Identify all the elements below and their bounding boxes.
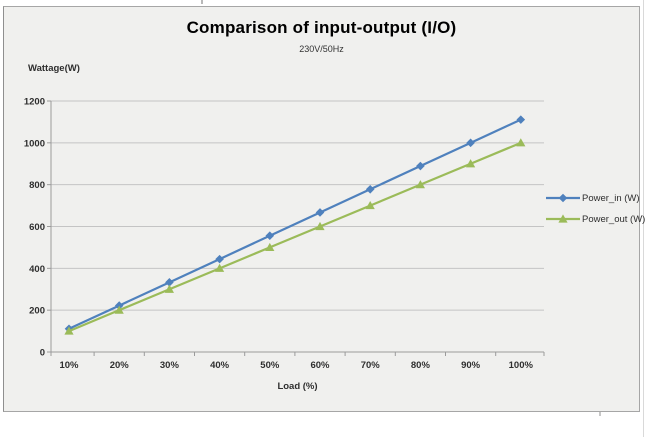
line-diamond-marker-icon: [546, 193, 580, 203]
y-tick-label: 200: [29, 306, 45, 317]
data-point-marker: [164, 284, 174, 293]
data-point-marker: [64, 326, 74, 335]
line-triangle-marker-icon: [546, 214, 580, 223]
data-point-marker: [516, 138, 526, 147]
data-point-marker: [558, 214, 568, 223]
data-point-marker: [215, 263, 225, 272]
x-tick-label: 70%: [361, 360, 381, 371]
data-point-marker: [165, 278, 174, 287]
data-point-marker: [265, 242, 275, 252]
data-point-marker: [365, 184, 375, 194]
x-tick-label: 100%: [509, 360, 534, 371]
data-point-marker: [114, 301, 124, 310]
chart-frame[interactable]: 0 200 400 600 800 1000 1200 10% 20% 30% 40% 50% 60% 7…: [3, 6, 645, 412]
data-point-marker: [516, 115, 526, 124]
data-point-marker: [315, 208, 325, 217]
sheet-gridline: [201, 0, 203, 4]
y-tick-label: 0: [40, 348, 45, 359]
y-tick-label: 1200: [24, 97, 45, 108]
y-tick-label: 600: [29, 222, 45, 233]
legend-item-power-in[interactable]: Power_in (W): [545, 192, 645, 204]
y-tick-label: 1000: [24, 138, 45, 149]
x-tick-label: 30%: [160, 360, 180, 371]
chart-subtitle: 230V/50Hz: [299, 44, 344, 54]
chart-title: Comparison of input-output (I/O): [186, 18, 457, 37]
data-point-marker: [114, 305, 124, 314]
legend-label: Power_out (W): [582, 213, 646, 225]
data-point-marker: [415, 180, 425, 189]
series-line: [68, 118, 522, 330]
data-point-marker: [315, 221, 325, 231]
y-axis-title: Wattage(W): [28, 63, 80, 74]
x-tick-label: 80%: [411, 360, 431, 371]
sheet-gridline: [599, 411, 601, 416]
x-tick-label: 90%: [461, 360, 481, 371]
data-point-marker: [265, 231, 275, 241]
x-tick-label: 10%: [59, 360, 79, 371]
x-axis-title: Load (%): [277, 381, 318, 392]
data-point-marker: [215, 254, 224, 264]
data-point-marker: [416, 161, 425, 171]
y-tick-label: 400: [29, 264, 45, 275]
legend-item-power-out[interactable]: Power_out (W): [545, 213, 646, 225]
x-tick-label: 40%: [210, 360, 230, 371]
plot-area: 0 200 400 600 800 1000 1200 10% 20% 30% 40% 50% 60% 7…: [24, 97, 545, 371]
data-point-marker: [365, 200, 375, 210]
x-tick-label: 60%: [310, 360, 330, 371]
x-tick-label: 50%: [260, 360, 280, 371]
data-point-marker: [558, 193, 568, 203]
legend-label: Power_in (W): [582, 192, 640, 204]
legend: Power_in (W) Power_out (W): [545, 193, 645, 235]
x-tick-label: 20%: [110, 360, 130, 371]
sheet-gridline: [643, 0, 644, 437]
data-point-marker: [466, 138, 475, 148]
data-point-marker: [466, 159, 476, 168]
series-line: [68, 141, 522, 333]
y-tick-label: 800: [29, 180, 45, 191]
